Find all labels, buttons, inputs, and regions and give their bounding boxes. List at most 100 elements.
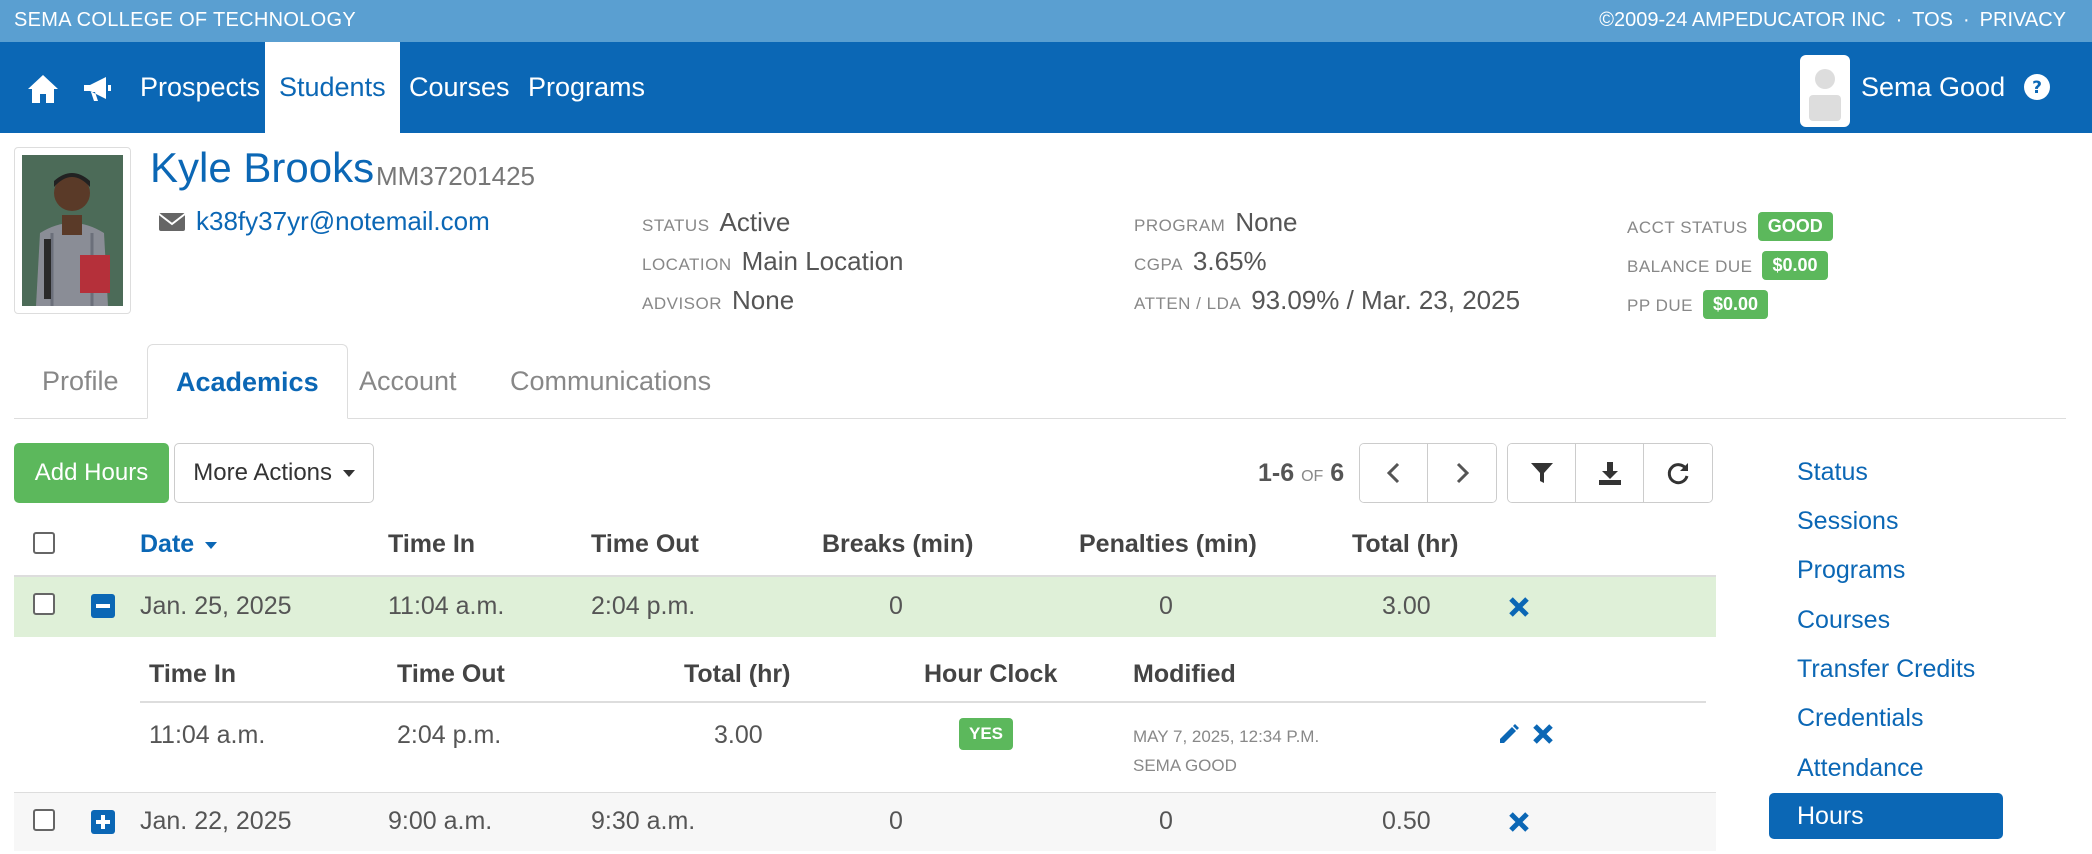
top-strip: SEMA COLLEGE OF TECHNOLOGY ©2009-24 AMPE… — [0, 0, 2092, 42]
tab-academics[interactable]: Academics — [147, 344, 348, 419]
total-header: Total (hr) — [1352, 530, 1459, 558]
delete-icon[interactable] — [1508, 811, 1530, 833]
sidenav-status[interactable]: Status — [1797, 458, 1868, 486]
pencil-icon[interactable] — [1497, 722, 1519, 744]
tab-profile[interactable]: Profile — [42, 366, 119, 396]
location-label: LOCATION — [642, 255, 732, 274]
download-button[interactable] — [1576, 444, 1644, 502]
more-actions-dropdown[interactable]: More Actions — [174, 443, 374, 503]
sidenav-sessions[interactable]: Sessions — [1797, 507, 1899, 535]
sidenav-hours[interactable]: Hours — [1769, 793, 2003, 839]
sidenav-programs[interactable]: Programs — [1797, 556, 1906, 584]
add-hours-button[interactable]: Add Hours — [14, 443, 169, 503]
chevron-right-icon — [1456, 462, 1470, 484]
row-time-out: 9:30 a.m. — [591, 807, 696, 835]
modified-date: MAY 7, 2025, 12:34 P.M. — [1133, 727, 1320, 746]
tab-account[interactable]: Account — [359, 366, 457, 396]
delete-icon[interactable] — [1508, 596, 1530, 618]
cgpa-field: CGPA 3.65% — [1134, 246, 1267, 277]
row-time-in: 11:04 a.m. — [388, 592, 505, 620]
program-value: None — [1235, 207, 1298, 237]
download-icon — [1598, 462, 1621, 485]
row-date: Jan. 22, 2025 — [140, 807, 292, 835]
sub-header-divider — [140, 701, 1706, 703]
date-column-header[interactable]: Date — [140, 530, 218, 559]
nav-courses[interactable]: Courses — [409, 72, 510, 102]
pager-range: 1-6 — [1258, 459, 1295, 487]
nav-programs[interactable]: Programs — [528, 72, 646, 102]
nav-prospects[interactable]: Prospects — [140, 72, 261, 102]
sub-time-out-header: Time Out — [397, 660, 505, 688]
tab-communications[interactable]: Communications — [510, 366, 712, 396]
row-time-in: 9:00 a.m. — [388, 807, 493, 835]
privacy-link[interactable]: PRIVACY — [1979, 9, 2066, 31]
student-email-link[interactable]: k38fy37yr@notemail.com — [196, 206, 490, 236]
megaphone-icon[interactable] — [80, 72, 114, 106]
sub-total-header: Total (hr) — [684, 660, 791, 688]
student-name: Kyle Brooks — [150, 144, 375, 191]
pager-of: OF — [1301, 468, 1324, 485]
pp-due-field: PP DUE $0.00 — [1627, 287, 1769, 319]
college-name: SEMA COLLEGE OF TECHNOLOGY — [14, 9, 356, 31]
nav-students[interactable]: Students — [265, 42, 400, 133]
row-date: Jan. 25, 2025 — [140, 592, 292, 620]
status-label: STATUS — [642, 216, 710, 235]
time-out-header: Time Out — [591, 530, 699, 558]
copyright-text: ©2009-24 AMPEDUCATOR INC — [1599, 9, 1886, 31]
modified-by: SEMA GOOD — [1133, 756, 1237, 775]
help-icon[interactable]: ? — [2022, 72, 2052, 102]
user-avatar[interactable] — [1800, 55, 1850, 127]
select-all-checkbox[interactable] — [33, 532, 55, 554]
student-photo — [14, 147, 131, 314]
svg-text:?: ? — [2032, 78, 2042, 98]
sidenav-transfer-credits[interactable]: Transfer Credits — [1797, 655, 1976, 683]
refresh-button[interactable] — [1644, 444, 1712, 502]
sidenav-credentials[interactable]: Credentials — [1797, 704, 1924, 732]
sub-time-in-header: Time In — [149, 660, 237, 688]
modified-info: MAY 7, 2025, 12:34 P.M. SEMA GOOD — [1133, 722, 1319, 780]
pager-summary: 1-6 OF 6 — [1258, 459, 1344, 488]
refresh-icon — [1667, 463, 1689, 485]
row-checkbox[interactable] — [33, 593, 55, 615]
advisor-field: ADVISOR None — [642, 285, 794, 316]
penalties-header: Penalties (min) — [1079, 530, 1257, 558]
filter-button[interactable] — [1508, 444, 1576, 502]
collapse-row-icon[interactable] — [91, 594, 115, 618]
program-label: PROGRAM — [1134, 216, 1226, 235]
balance-due-label: BALANCE DUE — [1627, 257, 1753, 276]
time-in-header: Time In — [388, 530, 476, 558]
attendance-value: 93.09% / Mar. 23, 2025 — [1251, 285, 1521, 315]
pager-buttons — [1359, 443, 1497, 503]
sub-row-time-in: 11:04 a.m. — [149, 721, 266, 749]
home-icon[interactable] — [26, 72, 60, 106]
breaks-header: Breaks (min) — [822, 530, 974, 558]
status-field: STATUS Active — [642, 207, 790, 238]
next-page-button[interactable] — [1428, 444, 1496, 502]
sidenav-attendance[interactable]: Attendance — [1797, 754, 1924, 782]
cgpa-label: CGPA — [1134, 255, 1183, 274]
row-breaks: 0 — [889, 807, 903, 835]
date-header-label: Date — [140, 530, 195, 558]
location-value: Main Location — [741, 246, 904, 276]
row-total: 0.50 — [1382, 807, 1431, 835]
prev-page-button[interactable] — [1360, 444, 1428, 502]
chevron-left-icon — [1386, 462, 1399, 484]
user-name[interactable]: Sema Good — [1861, 72, 2006, 102]
tos-link[interactable]: TOS — [1912, 9, 1953, 31]
table-row — [14, 577, 1716, 637]
expand-row-icon[interactable] — [91, 810, 115, 834]
row-checkbox[interactable] — [33, 809, 55, 831]
pager-total: 6 — [1330, 459, 1345, 487]
cgpa-value: 3.65% — [1192, 246, 1267, 276]
pp-due-badge: $0.00 — [1703, 289, 1769, 319]
location-field: LOCATION Main Location — [642, 246, 904, 277]
attendance-label: ATTEN / LDA — [1134, 294, 1242, 313]
delete-icon[interactable] — [1532, 723, 1554, 745]
attendance-field: ATTEN / LDA 93.09% / Mar. 23, 2025 — [1134, 285, 1520, 316]
balance-due-field: BALANCE DUE $0.00 — [1627, 248, 1828, 280]
status-value: Active — [719, 207, 791, 237]
sub-row-total: 3.00 — [714, 721, 763, 749]
advisor-label: ADVISOR — [642, 294, 723, 313]
sidenav-courses[interactable]: Courses — [1797, 606, 1891, 634]
acct-status-field: ACCT STATUS GOOD — [1627, 209, 1833, 241]
